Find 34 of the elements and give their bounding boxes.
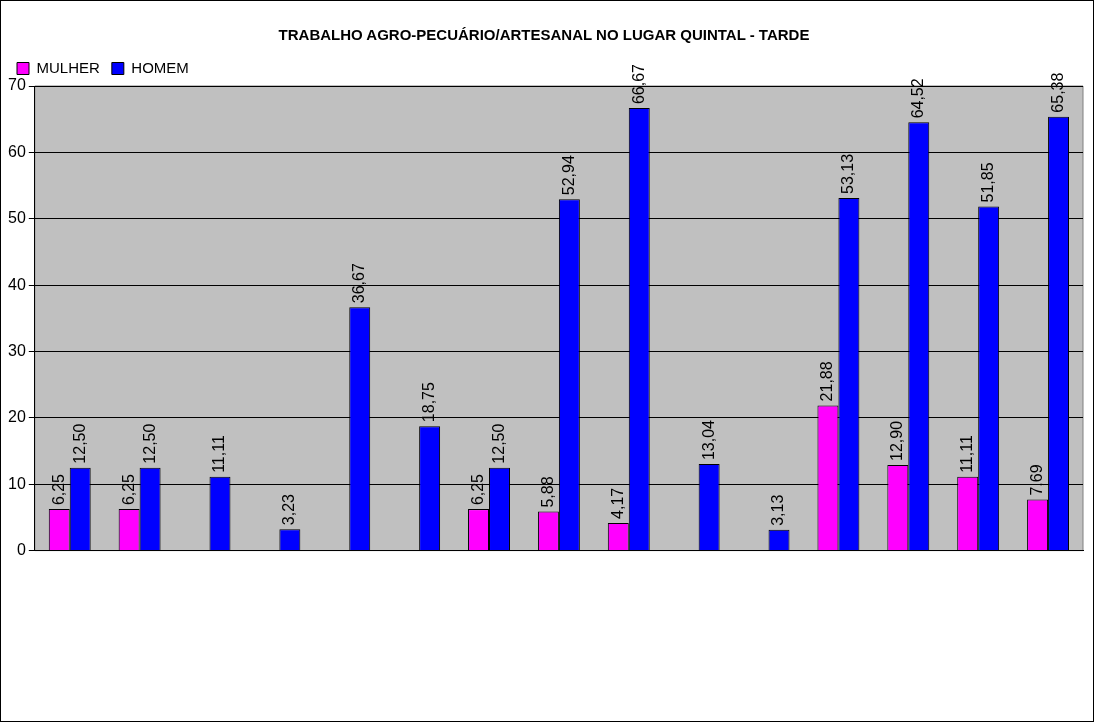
y-tick-label: 0 <box>16 541 26 559</box>
data-label: 12,50 <box>489 423 507 464</box>
data-label: 53,13 <box>839 153 857 194</box>
data-label: 6,25 <box>49 473 67 506</box>
data-label: 6,25 <box>468 473 486 506</box>
data-label: 6,25 <box>119 473 137 506</box>
y-tick-label: 40 <box>8 275 26 293</box>
data-label: 64,52 <box>909 78 927 119</box>
data-label: 3,13 <box>769 494 787 526</box>
chart-title: TRABALHO AGRO-PECUÁRIO/ARTESANAL NO LUGAR QUINTAL - TARDE <box>278 26 810 44</box>
y-tick-label: 20 <box>8 408 26 426</box>
data-label: 66,67 <box>629 63 647 105</box>
y-tick-label: 50 <box>8 209 26 227</box>
data-label: 51,85 <box>979 162 997 203</box>
y-tick-label: 70 <box>8 76 26 94</box>
data-label: 13,04 <box>699 419 717 461</box>
data-label: 11,11 <box>958 435 976 473</box>
data-label: 12,50 <box>70 423 88 464</box>
data-label: 12,50 <box>140 423 158 464</box>
data-label: 21,88 <box>818 361 836 402</box>
data-label: 52,94 <box>559 155 577 196</box>
data-label: 36,67 <box>350 263 368 304</box>
y-tick-label: 30 <box>8 341 26 359</box>
legend-label: MULHER <box>36 58 101 76</box>
data-label: 11,11 <box>210 435 228 473</box>
data-label: 65,38 <box>1048 72 1066 113</box>
y-tick-label: 60 <box>8 142 26 160</box>
data-label: 12,90 <box>888 420 906 461</box>
data-label: 3,23 <box>280 493 298 526</box>
y-tick-label: 10 <box>8 474 26 492</box>
data-label: 5,88 <box>538 476 556 508</box>
legend-label: HOMEM <box>131 58 189 76</box>
data-label: 7,69 <box>1027 464 1045 496</box>
data-label: 4,17 <box>608 487 626 519</box>
